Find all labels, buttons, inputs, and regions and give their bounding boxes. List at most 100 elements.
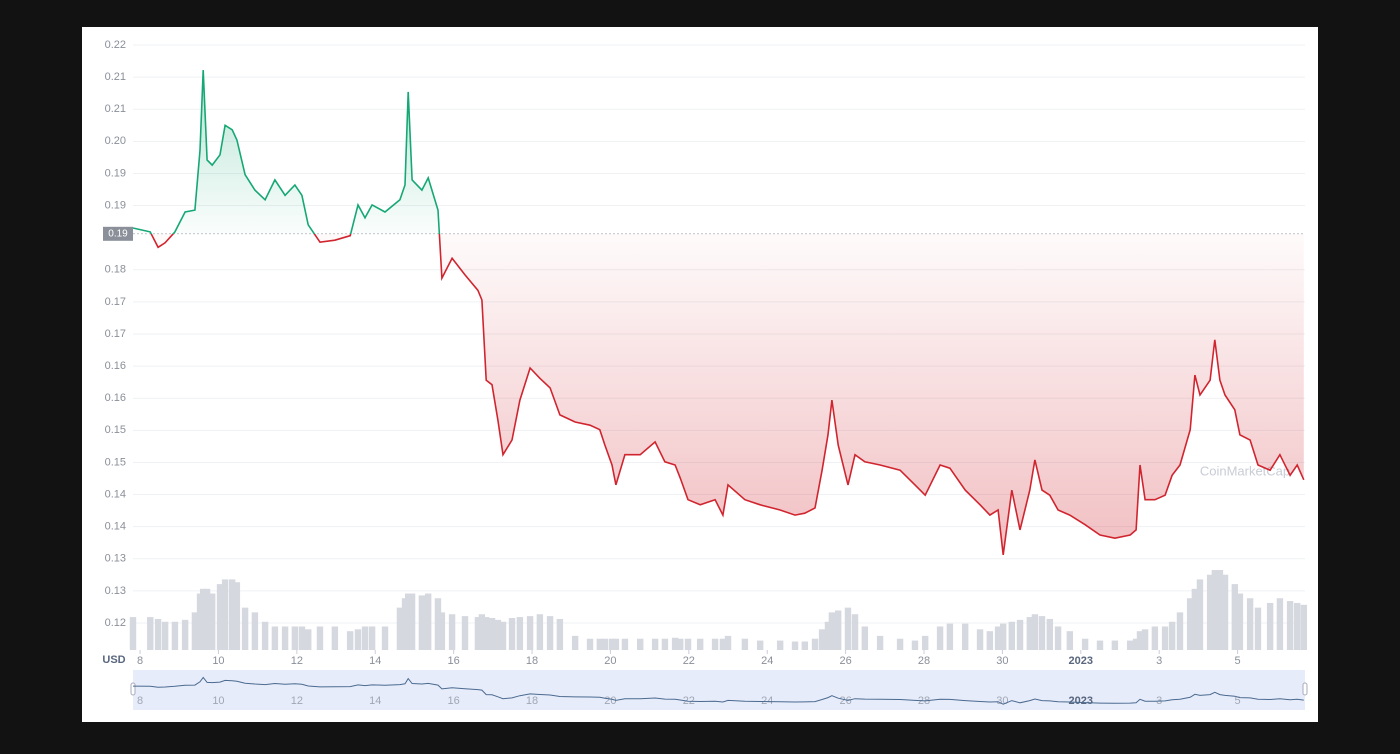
volume-bar xyxy=(724,635,732,650)
volume-bar xyxy=(612,638,620,650)
volume-bar xyxy=(651,638,659,650)
x-tick-label: 24 xyxy=(761,655,773,667)
volume-bar xyxy=(1254,607,1262,650)
volume-bar xyxy=(791,641,799,650)
volume-bar xyxy=(1211,570,1219,650)
navigator-tick-label: 16 xyxy=(448,695,460,707)
volume-bar xyxy=(203,588,211,650)
x-tick-label: 10 xyxy=(212,655,224,667)
volume-bar xyxy=(828,612,836,650)
volume-bar xyxy=(281,626,289,650)
volume-bar xyxy=(494,619,502,650)
x-tick-label: 28 xyxy=(918,655,930,667)
volume-bar xyxy=(434,598,442,650)
volume-bar xyxy=(508,618,516,650)
volume-bar xyxy=(1300,604,1308,650)
volume-bar xyxy=(346,631,354,650)
volume-bar xyxy=(586,638,594,650)
volume-bar xyxy=(208,593,216,650)
volume-bar xyxy=(171,621,179,650)
volume-bar xyxy=(181,619,189,650)
navigator-handle[interactable] xyxy=(130,682,136,696)
x-tick-label: 14 xyxy=(369,655,381,667)
volume-bar xyxy=(404,593,412,650)
volume-bar xyxy=(241,607,249,650)
volume-bar xyxy=(488,618,496,650)
volume-bar xyxy=(976,629,984,650)
y-tick-label: 0.16 xyxy=(105,392,126,404)
y-tick-label: 0.19 xyxy=(105,199,126,211)
volume-bar xyxy=(418,595,426,650)
navigator-tick-label: 14 xyxy=(369,695,381,707)
volume-bar xyxy=(526,616,534,650)
y-tick-label: 0.19 xyxy=(105,167,126,179)
volume-bar xyxy=(1186,598,1194,650)
volume-bar xyxy=(1141,629,1149,650)
volume-bar xyxy=(448,614,456,650)
x-tick-label: 16 xyxy=(448,655,460,667)
volume-bar xyxy=(408,593,416,650)
volume-bar xyxy=(1026,617,1034,650)
volume-bar xyxy=(199,588,207,650)
volume-bar xyxy=(298,626,306,650)
volume-bar xyxy=(1126,640,1134,650)
volume-bar xyxy=(571,635,579,650)
navigator-tick-label: 2023 xyxy=(1069,695,1093,707)
volume-bar xyxy=(1246,598,1254,650)
volume-bar xyxy=(711,638,719,650)
reference-badge xyxy=(103,226,133,241)
volume-bar xyxy=(834,610,842,650)
volume-bar xyxy=(556,618,564,650)
volume-bar xyxy=(482,617,490,650)
volume-bar xyxy=(818,629,826,650)
volume-bar xyxy=(719,638,727,650)
volume-bar xyxy=(291,626,299,650)
watermark: CoinMarketCap xyxy=(1200,463,1290,478)
volume-bar xyxy=(1046,618,1054,650)
navigator-tick-label: 20 xyxy=(604,695,616,707)
volume-bar xyxy=(474,617,482,650)
price-area xyxy=(133,70,1304,555)
volume-bar xyxy=(999,623,1007,650)
volume-bar xyxy=(661,638,669,650)
navigator-handle[interactable] xyxy=(1302,682,1308,696)
volume-bar xyxy=(1096,640,1104,650)
volume-bar xyxy=(696,638,704,650)
y-tick-label: 0.22 xyxy=(105,39,126,51)
navigator-tick-label: 30 xyxy=(996,695,1008,707)
volume-bar xyxy=(147,617,154,650)
volume-bar xyxy=(1231,584,1239,650)
volume-bar xyxy=(1191,588,1199,650)
volume-bar xyxy=(354,629,362,650)
volume-bar xyxy=(228,579,236,650)
volume-bar xyxy=(261,621,269,650)
volume-bar xyxy=(1136,631,1144,650)
volume-bar xyxy=(608,638,616,650)
y-tick-label: 0.20 xyxy=(105,135,126,147)
volume-bar xyxy=(271,626,279,650)
navigator-tick-label: 8 xyxy=(137,695,143,707)
y-tick-label: 0.15 xyxy=(105,424,126,436)
navigator-tick-label: 5 xyxy=(1235,695,1241,707)
volume-bar xyxy=(896,638,904,650)
volume-bar xyxy=(801,641,809,650)
volume-bar xyxy=(936,626,944,650)
volume-bar xyxy=(1293,602,1301,650)
volume-bar xyxy=(994,626,1002,650)
volume-bar xyxy=(876,635,884,650)
volume-bar xyxy=(129,617,137,650)
y-tick-label: 0.13 xyxy=(105,585,126,597)
volume-bar xyxy=(961,623,969,650)
volume-bar xyxy=(1081,638,1089,650)
y-tick-label: 0.13 xyxy=(105,553,126,565)
volume-bar xyxy=(756,640,764,650)
volume-bar xyxy=(911,640,919,650)
volume-bar xyxy=(368,626,376,650)
volume-bar xyxy=(424,593,432,650)
y-tick-label: 0.21 xyxy=(105,71,126,83)
volume-bar xyxy=(601,638,609,650)
y-tick-label: 0.17 xyxy=(105,296,126,308)
volume-bar xyxy=(381,626,389,650)
volume-bar xyxy=(621,638,629,650)
